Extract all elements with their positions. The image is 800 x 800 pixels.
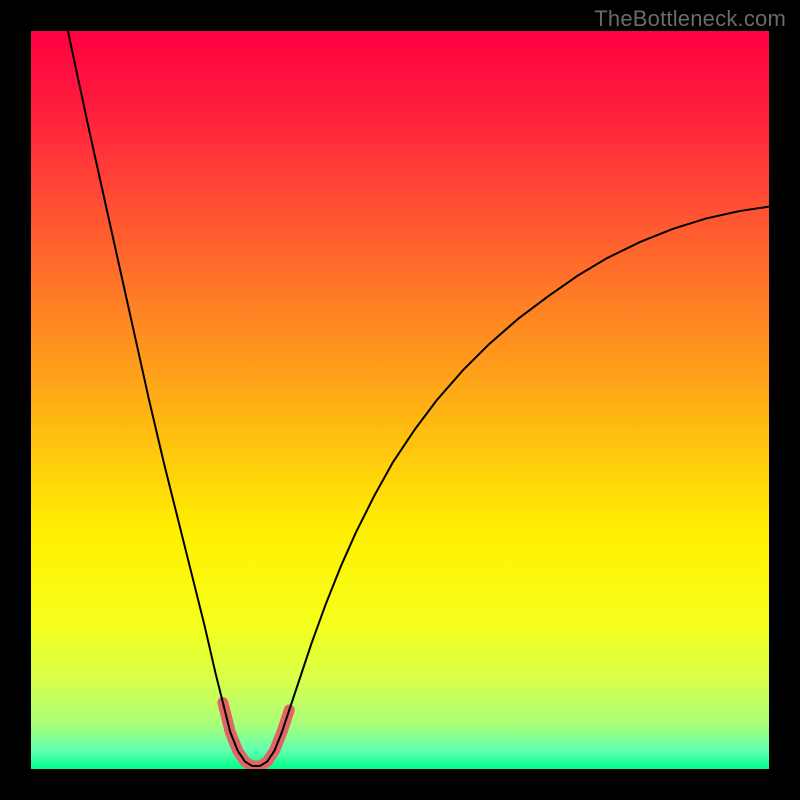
plot-area	[31, 31, 769, 769]
chart-frame: TheBottleneck.com	[0, 0, 800, 800]
plot-svg	[31, 31, 769, 769]
watermark-text: TheBottleneck.com	[594, 6, 786, 32]
plot-background	[31, 31, 769, 769]
